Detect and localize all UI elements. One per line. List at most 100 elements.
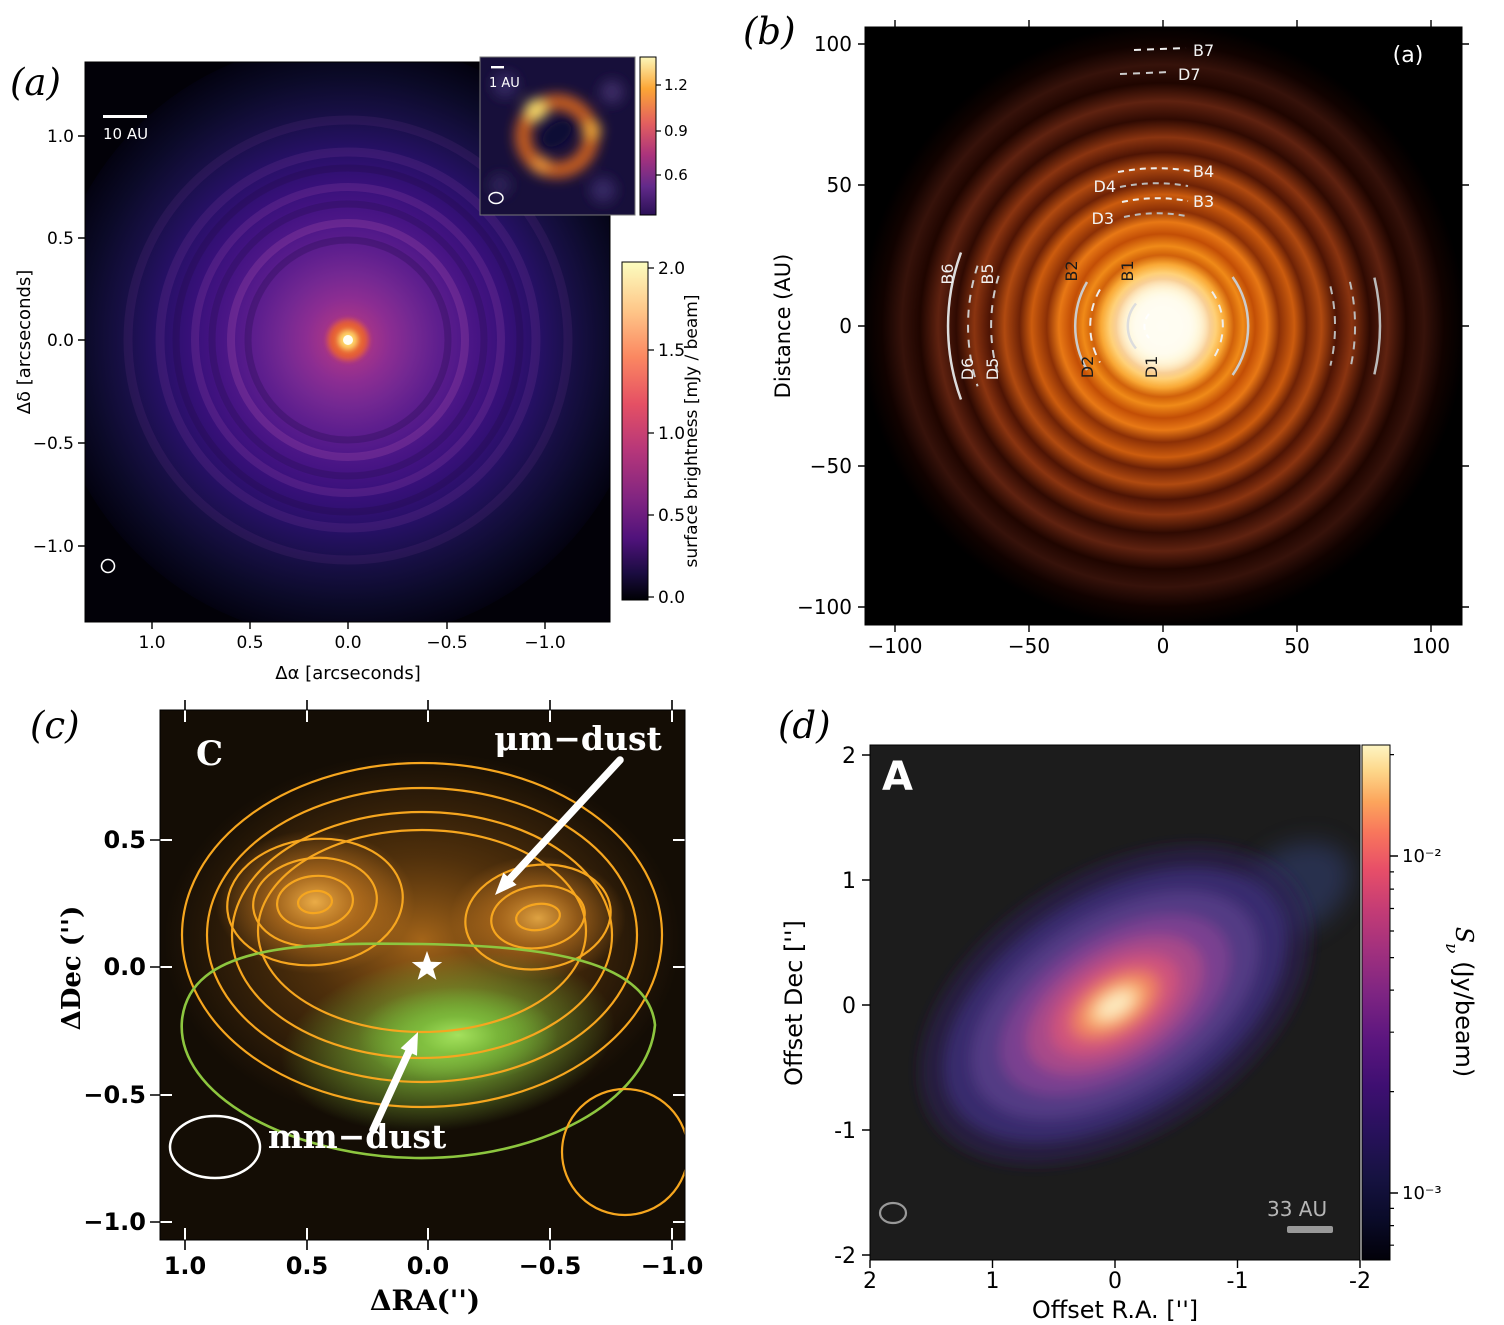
- b1-arc: [1126, 302, 1137, 350]
- x-tick-label: 0: [1157, 634, 1170, 658]
- gap-label: D7: [1178, 65, 1201, 84]
- x-tick-labels: 1.0 0.5 0.0 −0.5 −1.0: [138, 633, 565, 653]
- ring-label: B2: [1062, 260, 1081, 281]
- inset-a: 1 AU 1.2 0.9 0.6: [479, 56, 688, 216]
- x-tick-label: −1.0: [524, 633, 565, 653]
- central-glow: [1111, 274, 1215, 378]
- ring-label: B6: [938, 263, 957, 284]
- colorbar-label: Sν (Jy/beam): [1441, 927, 1478, 1078]
- beam-ellipse-icon: [168, 1114, 262, 1180]
- y-tick-label: 0.5: [103, 826, 146, 854]
- y-axis-ticks: [150, 839, 160, 1223]
- colorbar-tick-label: 0.5: [658, 506, 685, 526]
- y-tick-label: 0.0: [47, 331, 74, 351]
- mm-dust-label: mm−dust: [268, 1117, 447, 1156]
- x-tick-label: −0.5: [519, 1252, 582, 1280]
- x-tick-label: 0.0: [334, 633, 361, 653]
- panel-d-tag: (d): [778, 704, 831, 747]
- y-axis-ticks-right: [1462, 43, 1469, 608]
- scalebar-line: [103, 115, 147, 118]
- x-tick-label: 0: [1108, 1269, 1122, 1294]
- x-tick-labels: 1.0 0.5 0.0 −0.5 −1.0: [164, 1252, 704, 1280]
- y-tick-label: −50: [810, 454, 852, 478]
- um-dust-arrow: [495, 756, 624, 895]
- y-tick-label: 0.5: [47, 229, 74, 249]
- x-axis-label: Δα [arcseconds]: [275, 663, 420, 684]
- gap-label: D5: [983, 358, 1002, 381]
- colorbar-d: 10⁻² 10⁻³ Sν (Jy/beam): [1361, 744, 1478, 1261]
- y-tick-labels: 2 1 0 -1 -2: [834, 744, 856, 1269]
- x-tick-label: -2: [1349, 1269, 1371, 1294]
- colorbar-a: 2.0 1.5 1.0 0.5 0.0 surface brightness […: [621, 259, 702, 608]
- y-axis-label: Distance (AU): [771, 254, 795, 399]
- panel-b-image: [865, 27, 1462, 625]
- ring-label: B7: [1193, 41, 1214, 60]
- y-tick-label: −1.0: [83, 1208, 146, 1236]
- y-tick-label: −100: [797, 595, 852, 619]
- green-contour: [180, 942, 657, 1160]
- y-tick-labels: 100 50 0 −50 −100: [797, 32, 852, 619]
- y-tick-label: 50: [827, 173, 852, 197]
- colorbar-gradient: [1361, 744, 1391, 1261]
- colorbar-tick-label: 10⁻²: [1402, 846, 1442, 867]
- panel-c-corner-label: C: [196, 734, 223, 774]
- y-tick-label: 0.0: [103, 953, 146, 981]
- y-tick-label: 0: [842, 994, 856, 1019]
- y-tick-label: 0: [839, 314, 852, 338]
- y-tick-label: -2: [834, 1244, 856, 1269]
- gap-label: D2: [1078, 356, 1097, 379]
- flux-unit: (Jy/beam): [1450, 953, 1478, 1077]
- scalebar-line: [1287, 1226, 1333, 1233]
- y-axis-label: ΔDec (''): [57, 906, 87, 1031]
- d4-arc: [1119, 182, 1189, 188]
- gap-label: D1: [1142, 356, 1161, 379]
- colorbar-label: surface brightness [mJy / beam]: [682, 295, 702, 568]
- x-tick-label: 1.0: [138, 633, 165, 653]
- right-outer-arc-2: [1348, 281, 1357, 371]
- colorbar-tick-label: 1.0: [658, 424, 685, 444]
- colorbar-tick-label: 0.0: [658, 588, 685, 608]
- right-inner-arc-dashed: [1211, 291, 1224, 361]
- x-tick-label: 0.5: [286, 1252, 329, 1280]
- x-tick-label: 0.5: [236, 633, 263, 653]
- d6-arc: [967, 265, 979, 387]
- y-axis-ticks: [862, 754, 870, 1256]
- x-axis-ticks: [894, 625, 1432, 632]
- mm-dust-arrow: [369, 1032, 418, 1134]
- inset-frame: [479, 56, 636, 216]
- inset-colorbar: [639, 56, 657, 216]
- y-tick-label: 1.0: [47, 127, 74, 147]
- x-tick-label: 2: [863, 1269, 877, 1294]
- colorbar-tick-labels: 2.0 1.5 1.0 0.5 0.0: [658, 259, 685, 608]
- d7-arc: [1119, 71, 1171, 75]
- inner-ticks-y: [160, 839, 685, 1223]
- y-tick-label: −1.0: [33, 537, 74, 557]
- panel-d-corner-label: A: [882, 754, 913, 800]
- ring-label: B1: [1118, 260, 1137, 281]
- x-tick-label: 100: [1412, 634, 1450, 658]
- x-tick-label: −1.0: [641, 1252, 704, 1280]
- x-tick-label: 1: [986, 1269, 1000, 1294]
- core-point: [343, 335, 353, 345]
- y-tick-label: 2: [842, 744, 856, 769]
- y-axis-label: Δδ [arcseconds]: [14, 270, 35, 415]
- y-tick-label: 1: [842, 869, 856, 894]
- x-tick-label: 1.0: [164, 1252, 207, 1280]
- ring-label: B5: [978, 263, 997, 284]
- colorbar-tick-label: 0.6: [664, 166, 688, 184]
- x-tick-label: −0.5: [426, 633, 467, 653]
- panel-d-image: A 33 AU: [870, 745, 1360, 1260]
- colorbar-tick-label: 1.2: [664, 76, 688, 94]
- inset-ring-image: [489, 72, 624, 203]
- inset-scalebar-line: [491, 66, 504, 69]
- colorbar-gradient: [621, 261, 649, 601]
- ring-label: B4: [1193, 162, 1214, 181]
- star-icon: [411, 951, 443, 980]
- gap-label: D3: [1092, 209, 1115, 228]
- y-tick-label: 100: [814, 32, 852, 56]
- axes-frame: [159, 709, 686, 1241]
- x-tick-label: −50: [1008, 634, 1050, 658]
- inset-cavity: [542, 121, 572, 147]
- flux-subscript: ν: [1441, 943, 1461, 953]
